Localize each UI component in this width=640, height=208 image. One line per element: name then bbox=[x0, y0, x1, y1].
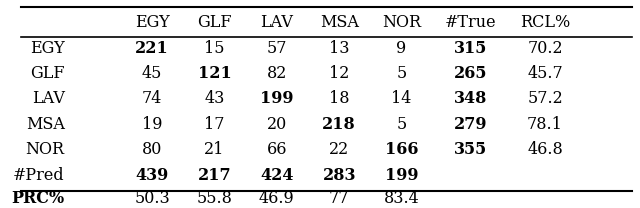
Text: PRC%: PRC% bbox=[12, 190, 65, 207]
Text: 77: 77 bbox=[329, 190, 349, 207]
Text: 348: 348 bbox=[454, 90, 487, 108]
Text: 45.7: 45.7 bbox=[527, 65, 563, 82]
Text: 265: 265 bbox=[454, 65, 487, 82]
Text: 46.9: 46.9 bbox=[259, 190, 294, 207]
Text: 80: 80 bbox=[142, 141, 163, 158]
Text: 9: 9 bbox=[396, 40, 406, 57]
Text: MSA: MSA bbox=[320, 14, 358, 31]
Text: 18: 18 bbox=[329, 90, 349, 108]
Text: RCL%: RCL% bbox=[520, 14, 570, 31]
Text: 55.8: 55.8 bbox=[196, 190, 232, 207]
Text: 57.2: 57.2 bbox=[527, 90, 563, 108]
Text: 13: 13 bbox=[329, 40, 349, 57]
Text: LAV: LAV bbox=[260, 14, 293, 31]
Text: NOR: NOR bbox=[26, 141, 65, 158]
Text: 121: 121 bbox=[198, 65, 231, 82]
Text: 199: 199 bbox=[385, 167, 419, 183]
Text: 17: 17 bbox=[204, 116, 225, 133]
Text: GLF: GLF bbox=[30, 65, 65, 82]
Text: 46.8: 46.8 bbox=[527, 141, 563, 158]
Text: 50.3: 50.3 bbox=[134, 190, 170, 207]
Text: 199: 199 bbox=[260, 90, 294, 108]
Text: 424: 424 bbox=[260, 167, 294, 183]
Text: #True: #True bbox=[444, 14, 496, 31]
Text: 20: 20 bbox=[267, 116, 287, 133]
Text: 57: 57 bbox=[267, 40, 287, 57]
Text: 439: 439 bbox=[136, 167, 169, 183]
Text: 218: 218 bbox=[323, 116, 356, 133]
Text: 355: 355 bbox=[454, 141, 487, 158]
Text: MSA: MSA bbox=[26, 116, 65, 133]
Text: LAV: LAV bbox=[32, 90, 65, 108]
Text: NOR: NOR bbox=[382, 14, 421, 31]
Text: 21: 21 bbox=[204, 141, 225, 158]
Text: 15: 15 bbox=[204, 40, 225, 57]
Text: 279: 279 bbox=[454, 116, 487, 133]
Text: 221: 221 bbox=[135, 40, 169, 57]
Text: 66: 66 bbox=[267, 141, 287, 158]
Text: 19: 19 bbox=[142, 116, 163, 133]
Text: EGY: EGY bbox=[30, 40, 65, 57]
Text: GLF: GLF bbox=[197, 14, 232, 31]
Text: 5: 5 bbox=[396, 116, 406, 133]
Text: 14: 14 bbox=[392, 90, 412, 108]
Text: 283: 283 bbox=[323, 167, 356, 183]
Text: 12: 12 bbox=[329, 65, 349, 82]
Text: 315: 315 bbox=[454, 40, 487, 57]
Text: 83.4: 83.4 bbox=[384, 190, 419, 207]
Text: 70.2: 70.2 bbox=[527, 40, 563, 57]
Text: 82: 82 bbox=[267, 65, 287, 82]
Text: 78.1: 78.1 bbox=[527, 116, 563, 133]
Text: 45: 45 bbox=[142, 65, 163, 82]
Text: 166: 166 bbox=[385, 141, 419, 158]
Text: 74: 74 bbox=[142, 90, 163, 108]
Text: #Pred: #Pred bbox=[13, 167, 65, 183]
Text: 43: 43 bbox=[204, 90, 225, 108]
Text: 5: 5 bbox=[396, 65, 406, 82]
Text: EGY: EGY bbox=[134, 14, 170, 31]
Text: 217: 217 bbox=[198, 167, 231, 183]
Text: 22: 22 bbox=[329, 141, 349, 158]
